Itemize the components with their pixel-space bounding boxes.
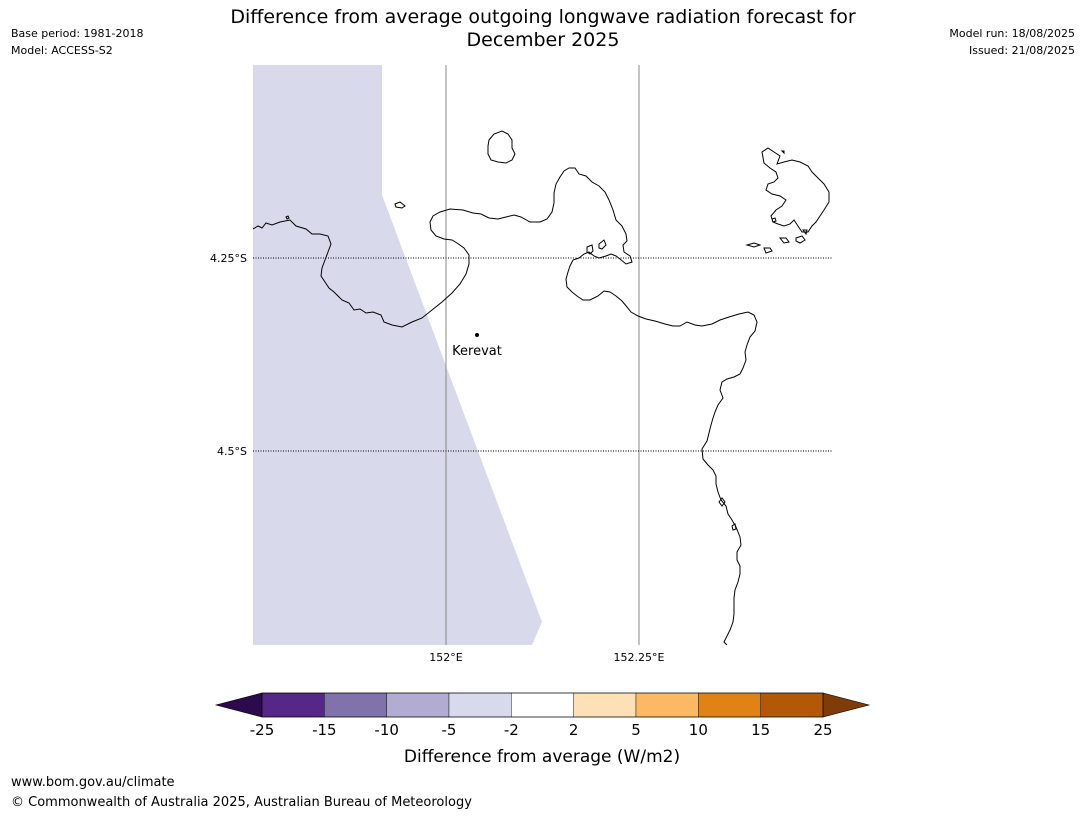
lat-label-4-5: 4.5°S [217,445,247,458]
lon-label-152: 152°E [429,651,462,664]
colorbar-low-extend [214,692,263,718]
colorbar-cell [698,692,761,718]
island-north [487,130,516,164]
colorbar-tick-label: -10 [374,721,399,739]
islet-ne-e [763,247,773,254]
colorbar-high-extend [822,692,871,718]
kerevat-label: Kerevat [452,344,502,359]
colorbar-ticks: -25 -15 -10 -5 -2 2 5 10 15 25 [250,721,833,739]
islet-ne-a [771,217,777,223]
islet-ne-d [745,242,762,248]
colorbar-tick-label: -15 [312,721,337,739]
map-title: Difference from average outgoing longwav… [193,6,893,52]
island-bay-b [598,239,607,250]
map-panel [253,65,832,645]
anomaly-shading [253,65,542,645]
islet-ne-b [795,235,806,244]
colorbar: -25 -15 -10 -5 -2 2 5 10 15 25 [214,692,871,739]
header-left-meta: Base period: 1981-2018 Model: ACCESS-S2 [11,25,143,59]
colorbar-cell [261,692,325,718]
colorbar-tick-label: 2 [569,721,579,739]
colorbar-cell [635,692,699,718]
colorbar-label: Difference from average (W/m2) [404,747,680,767]
colorbar-tick-label: 5 [631,721,641,739]
islet-east-b [731,523,737,531]
colorbar-cell [760,692,824,718]
colorbar-tick-label: -5 [442,721,457,739]
islet-ne-g [780,150,785,155]
colorbar-tick-label: 15 [751,721,770,739]
colorbar-cell [324,692,387,718]
islet-west [285,215,290,220]
islet-ne-c [778,237,790,244]
islet-east-a [718,497,726,507]
footer-url: www.bom.gov.au/climate [11,775,175,790]
model-name: Model: ACCESS-S2 [11,44,113,57]
lon-label-152-25: 152.25°E [614,651,665,664]
colorbar-cell [386,692,450,718]
colorbar-cell [448,692,512,718]
island-small-west [394,201,406,209]
colorbar-cell [511,692,574,718]
colorbar-tick-label: -2 [504,721,519,739]
coastline [253,130,830,645]
colorbar-tick-label: 25 [813,721,832,739]
islet-ne-f [802,229,808,236]
title-line-1: Difference from average outgoing longwav… [230,6,856,28]
colorbar-tick-label: 10 [689,721,708,739]
lat-label-4-25: 4.25°S [210,252,247,265]
colorbar-tick-label: -25 [250,721,275,739]
coastline-main [253,167,758,645]
colorbar-cell [573,692,637,718]
island-group-ne [761,147,830,233]
island-bay-a [586,244,594,255]
model-run: Model run: 18/08/2025 [949,27,1075,40]
base-period: Base period: 1981-2018 [11,27,144,40]
kerevat-marker [475,333,479,337]
issued-date: Issued: 21/08/2025 [968,44,1075,57]
header-right-meta: Model run: 18/08/2025 Issued: 21/08/2025 [949,25,1075,59]
title-line-2: December 2025 [466,29,620,51]
colorbar-cells [261,692,824,718]
colorbar-frame [261,692,824,718]
footer-copyright: © Commonwealth of Australia 2025, Austra… [11,795,472,810]
